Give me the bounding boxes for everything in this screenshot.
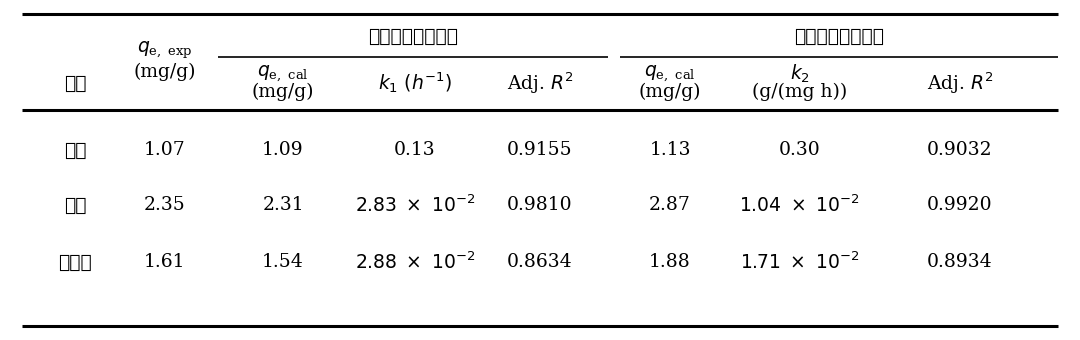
Text: 2.87: 2.87 (649, 196, 691, 214)
Text: $1.04\ \times\ 10^{-2}$: $1.04\ \times\ 10^{-2}$ (740, 194, 861, 216)
Text: Adj. $R^2$: Adj. $R^2$ (927, 70, 994, 96)
Text: $2.88\ \times\ 10^{-2}$: $2.88\ \times\ 10^{-2}$ (354, 251, 475, 273)
Text: 1.88: 1.88 (649, 253, 691, 271)
Text: Adj. $R^2$: Adj. $R^2$ (507, 70, 573, 96)
Text: 1.13: 1.13 (649, 141, 691, 159)
Text: 伪一级动力学方程: 伪一级动力学方程 (368, 27, 458, 46)
Text: 0.13: 0.13 (394, 141, 436, 159)
Text: 木屑: 木屑 (64, 140, 86, 159)
Text: (mg/g): (mg/g) (134, 63, 197, 81)
Text: 0.8634: 0.8634 (508, 253, 572, 271)
Text: 0.9810: 0.9810 (508, 196, 572, 214)
Text: 0.8934: 0.8934 (928, 253, 993, 271)
Text: $2.83\ \times\ 10^{-2}$: $2.83\ \times\ 10^{-2}$ (354, 194, 475, 216)
Text: (mg/g): (mg/g) (638, 83, 701, 101)
Text: $q_\mathregular{e,\ cal}$: $q_\mathregular{e,\ cal}$ (644, 64, 696, 84)
Text: 1.54: 1.54 (262, 253, 303, 271)
Text: 0.9155: 0.9155 (508, 141, 572, 159)
Text: 1.09: 1.09 (262, 141, 303, 159)
Text: $1.71\ \times\ 10^{-2}$: $1.71\ \times\ 10^{-2}$ (740, 251, 860, 273)
Text: (mg/g): (mg/g) (252, 83, 314, 101)
Text: 2.35: 2.35 (144, 196, 186, 214)
Text: $k_1\ (h^{-1})$: $k_1\ (h^{-1})$ (378, 71, 453, 96)
Text: (g/(mg h)): (g/(mg h)) (753, 83, 848, 101)
Text: 材料: 材料 (64, 74, 86, 93)
Text: 2.31: 2.31 (262, 196, 303, 214)
Text: 0.9920: 0.9920 (928, 196, 993, 214)
Text: 伪二级动力学方程: 伪二级动力学方程 (794, 27, 885, 46)
Text: 1.07: 1.07 (144, 141, 186, 159)
Text: 麦秆: 麦秆 (64, 195, 86, 215)
Text: 1.61: 1.61 (145, 253, 186, 271)
Text: 0.9032: 0.9032 (928, 141, 993, 159)
Text: $q_\mathregular{e,\ cal}$: $q_\mathregular{e,\ cal}$ (257, 64, 309, 84)
Text: 玉米芯: 玉米芯 (58, 253, 92, 272)
Text: $k_2$: $k_2$ (789, 63, 810, 85)
Text: 0.30: 0.30 (779, 141, 821, 159)
Text: $q_\mathregular{e,\ exp}$: $q_\mathregular{e,\ exp}$ (137, 39, 193, 61)
